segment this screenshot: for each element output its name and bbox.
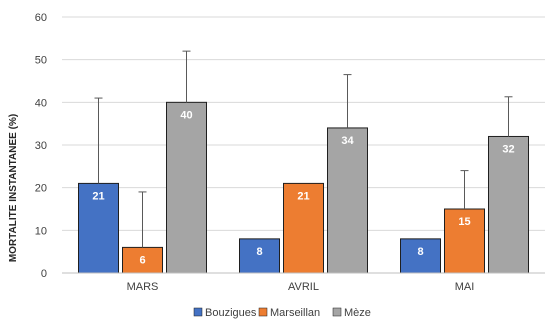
- bar-mèze-mai: [488, 135, 529, 274]
- x-category-label: MAI: [455, 281, 475, 293]
- legend-swatch: [258, 307, 268, 317]
- legend-label: Mèze: [344, 307, 371, 319]
- x-category-label: MARS: [127, 281, 159, 293]
- y-tick-label: 30: [35, 140, 47, 152]
- data-label: 8: [417, 246, 423, 258]
- legend: Bouzigues Marseillan Mèze: [193, 307, 371, 319]
- legend-swatch: [193, 307, 203, 317]
- legend-swatch: [332, 307, 342, 317]
- bar-mèze-avril: [327, 127, 368, 274]
- data-label: 21: [297, 190, 309, 202]
- data-label: 8: [256, 246, 262, 258]
- y-tick-label: 0: [41, 268, 47, 280]
- y-tick-label: 50: [35, 55, 47, 67]
- bar-bouzigues-mai: [400, 238, 441, 274]
- legend-label: Bouzigues: [205, 307, 257, 319]
- y-axis-ticks: 0 10 20 30 40 50 60: [35, 12, 47, 280]
- data-label: 34: [341, 135, 354, 147]
- y-axis-label: MORTALITE INSTANTANEE (%): [8, 114, 19, 262]
- x-axis-categories: MARS AVRIL MAI: [127, 281, 475, 293]
- data-label: 15: [458, 216, 470, 228]
- data-label: 21: [92, 190, 104, 202]
- data-label: 40: [180, 109, 192, 121]
- data-label: 32: [502, 143, 514, 155]
- bar-mèze-mars: [166, 101, 207, 274]
- bars: 21 6 40 8 21 34 8 15 32: [78, 50, 529, 274]
- data-label: 6: [139, 254, 145, 266]
- x-category-label: AVRIL: [288, 281, 319, 293]
- y-tick-label: 40: [35, 97, 47, 109]
- legend-label: Marseillan: [270, 307, 320, 319]
- y-tick-label: 10: [35, 225, 47, 237]
- y-tick-label: 20: [35, 183, 47, 195]
- bar-marseillan-mai: [444, 208, 485, 274]
- y-tick-label: 60: [35, 12, 47, 24]
- bar-marseillan-avril: [283, 182, 324, 274]
